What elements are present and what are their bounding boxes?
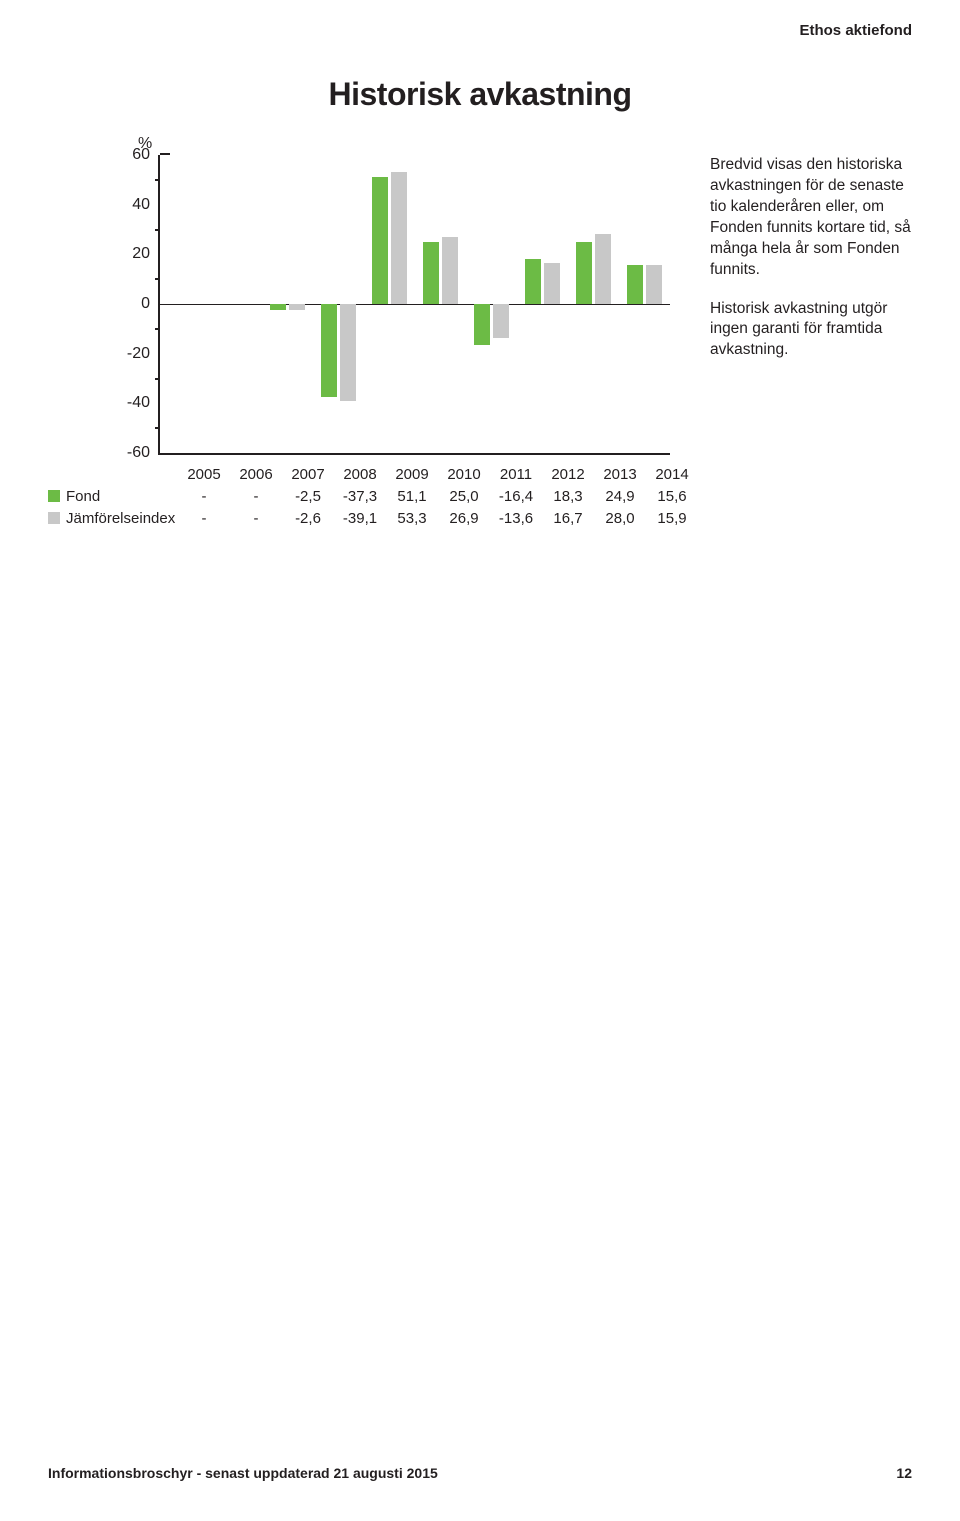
- side-description-p1: Bredvid visas den historiska avkastninge…: [710, 155, 912, 281]
- value-cell: -: [178, 488, 230, 505]
- series-label: Fond: [48, 488, 178, 505]
- bar: [391, 172, 407, 304]
- page: Ethos aktiefond Historisk avkastning % 6…: [0, 0, 960, 1521]
- bar: [627, 265, 643, 304]
- grid-series-row: Fond---2,5-37,351,125,0-16,418,324,915,6: [48, 485, 698, 507]
- value-cell: 16,7: [542, 510, 594, 527]
- footer: Informationsbroschyr - senast uppdaterad…: [48, 1465, 912, 1481]
- legend-swatch: [48, 490, 60, 502]
- bar: [493, 304, 509, 338]
- year-label: 2013: [594, 466, 646, 483]
- value-cell: -39,1: [334, 510, 386, 527]
- value-cell: -: [230, 510, 282, 527]
- value-cell: -: [230, 488, 282, 505]
- footer-left: Informationsbroschyr - senast uppdaterad…: [48, 1465, 438, 1481]
- bar: [442, 237, 458, 304]
- series-name: Fond: [66, 488, 100, 505]
- ytick-label: 60: [132, 146, 160, 164]
- header-fund-name: Ethos aktiefond: [799, 22, 912, 39]
- chart-plot: % 6040200-20-40-60: [158, 155, 670, 455]
- series-label: Jämförelseindex: [48, 510, 178, 527]
- ytick-label: -60: [127, 444, 160, 462]
- bar: [321, 304, 337, 397]
- ytick-minor: [155, 229, 160, 231]
- bar: [340, 304, 356, 401]
- value-cell: 53,3: [386, 510, 438, 527]
- chart-container: % 6040200-20-40-60 200520062007200820092…: [48, 155, 698, 529]
- ytick-label: 0: [141, 295, 160, 313]
- year-label: 2010: [438, 466, 490, 483]
- side-description-p2: Historisk avkastning utgör ingen garanti…: [710, 299, 912, 362]
- value-cell: 26,9: [438, 510, 490, 527]
- value-cell: 28,0: [594, 510, 646, 527]
- bar: [646, 265, 662, 304]
- bar: [289, 304, 305, 310]
- side-description: Bredvid visas den historiska avkastninge…: [698, 155, 912, 379]
- year-label: 2007: [282, 466, 334, 483]
- year-label: 2014: [646, 466, 698, 483]
- year-label: 2005: [178, 466, 230, 483]
- ytick-minor: [155, 278, 160, 280]
- footer-page-number: 12: [896, 1465, 912, 1481]
- page-title: Historisk avkastning: [48, 76, 912, 113]
- value-cell: -2,6: [282, 510, 334, 527]
- bar: [576, 242, 592, 304]
- ytick-label: 40: [132, 196, 160, 214]
- legend-swatch: [48, 512, 60, 524]
- grid-series-row: Jämförelseindex---2,6-39,153,326,9-13,61…: [48, 507, 698, 529]
- value-cell: -2,5: [282, 488, 334, 505]
- zero-line: [160, 304, 670, 305]
- ytick-label: 20: [132, 245, 160, 263]
- value-cell: -37,3: [334, 488, 386, 505]
- bar: [525, 259, 541, 304]
- ytick-label: -20: [127, 345, 160, 363]
- value-cell: 24,9: [594, 488, 646, 505]
- bar: [595, 234, 611, 304]
- ytick-label: -40: [127, 394, 160, 412]
- bar: [474, 304, 490, 345]
- year-label: 2008: [334, 466, 386, 483]
- bar: [270, 304, 286, 310]
- axis-open-tick-bottom: [160, 453, 170, 455]
- value-cell: 51,1: [386, 488, 438, 505]
- axis-open-tick-top: [160, 153, 170, 155]
- content-row: % 6040200-20-40-60 200520062007200820092…: [48, 155, 912, 529]
- bar: [544, 263, 560, 304]
- ytick-minor: [155, 378, 160, 380]
- year-label: 2012: [542, 466, 594, 483]
- grid-header-row: 2005200620072008200920102011201220132014: [48, 463, 698, 485]
- value-cell: 18,3: [542, 488, 594, 505]
- value-cell: 15,6: [646, 488, 698, 505]
- year-label: 2011: [490, 466, 542, 483]
- value-cell: -13,6: [490, 510, 542, 527]
- bar: [423, 242, 439, 304]
- ytick-minor: [155, 328, 160, 330]
- value-cell: 15,9: [646, 510, 698, 527]
- value-cell: -16,4: [490, 488, 542, 505]
- series-name: Jämförelseindex: [66, 510, 175, 527]
- ytick-minor: [155, 179, 160, 181]
- year-label: 2006: [230, 466, 282, 483]
- value-cell: 25,0: [438, 488, 490, 505]
- data-grid: 2005200620072008200920102011201220132014…: [48, 463, 698, 529]
- ytick-minor: [155, 427, 160, 429]
- year-label: 2009: [386, 466, 438, 483]
- value-cell: -: [178, 510, 230, 527]
- bar: [372, 177, 388, 304]
